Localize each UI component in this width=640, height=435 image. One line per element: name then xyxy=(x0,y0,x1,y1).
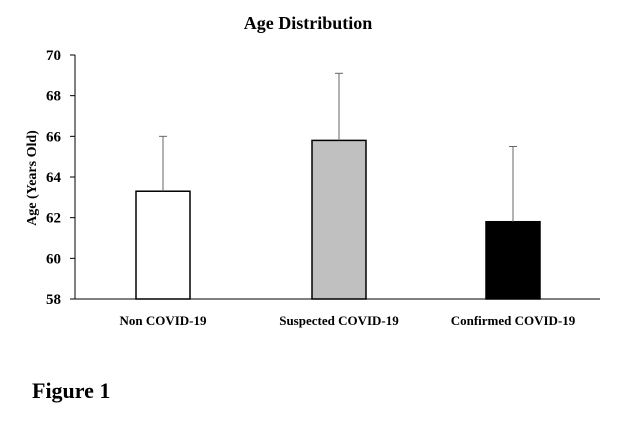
x-tick-label: Confirmed COVID-19 xyxy=(451,313,576,328)
y-tick-label: 62 xyxy=(46,211,61,227)
x-tick-labels: Non COVID-19 Suspected COVID-19 Confirmed … xyxy=(119,313,575,328)
bar xyxy=(135,190,191,300)
figure-label: Figure 1 xyxy=(32,378,111,403)
bar xyxy=(311,139,367,300)
bar-chart: Age Distribution Age (Years Old) 58 60 62 6… xyxy=(25,13,600,328)
bar xyxy=(485,220,541,300)
y-tick-label: 66 xyxy=(46,129,62,145)
y-axis-label: Age (Years Old) xyxy=(25,130,40,226)
chart-title: Age Distribution xyxy=(244,13,373,33)
x-tick-label: Non COVID-19 xyxy=(119,313,207,328)
y-tick-label: 68 xyxy=(46,89,61,105)
y-tick-label: 60 xyxy=(46,251,61,267)
x-tick-label: Suspected COVID-19 xyxy=(279,313,399,328)
y-tick-label: 70 xyxy=(46,48,61,64)
error-bars xyxy=(159,72,517,222)
bars xyxy=(135,139,541,300)
y-ticks: 58 60 62 64 66 68 70 xyxy=(46,48,75,308)
y-tick-label: 64 xyxy=(46,170,62,186)
y-tick-label: 58 xyxy=(46,292,61,308)
